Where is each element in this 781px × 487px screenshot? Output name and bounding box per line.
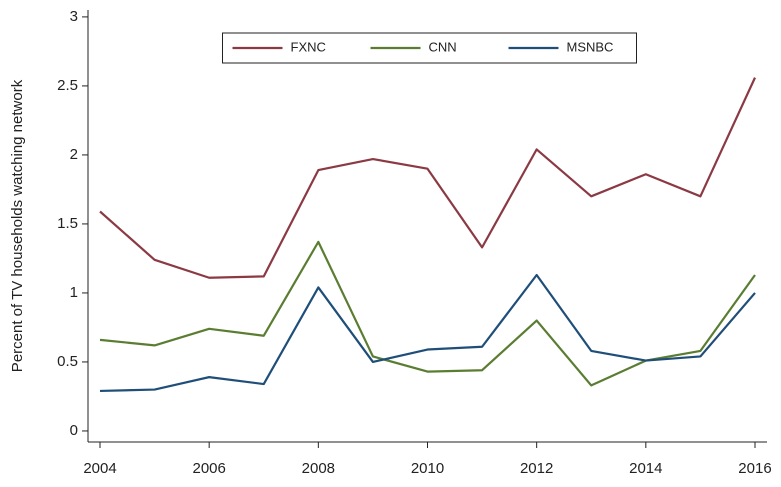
- x-tick-label: 2004: [83, 460, 116, 477]
- y-tick-label: 0: [70, 422, 78, 439]
- x-tick-label: 2010: [411, 460, 444, 477]
- y-tick-label: 0.5: [57, 353, 78, 370]
- legend-label: CNN: [429, 39, 457, 54]
- line: [99, 273, 756, 393]
- y-tick-label: 3: [70, 8, 78, 25]
- x-tick-label: 2008: [302, 460, 335, 477]
- line: [99, 77, 756, 279]
- y-tick-label: 2: [70, 146, 78, 163]
- x-tick-label: 2014: [629, 460, 662, 477]
- y-tick-label: 2.5: [57, 77, 78, 94]
- y-tick-label: 1.5: [57, 215, 78, 232]
- x-tick-label: 2006: [192, 460, 225, 477]
- y-tick-label: 1: [70, 284, 78, 301]
- x-tick-label: 2016: [738, 460, 771, 477]
- legend-label: FXNC: [291, 39, 326, 54]
- y-axis-label: Percent of TV households watching networ…: [9, 79, 26, 372]
- legend-label: MSNBC: [567, 39, 614, 54]
- line: [99, 240, 756, 387]
- legend-box: [222, 32, 637, 64]
- x-tick-label: 2012: [520, 460, 553, 477]
